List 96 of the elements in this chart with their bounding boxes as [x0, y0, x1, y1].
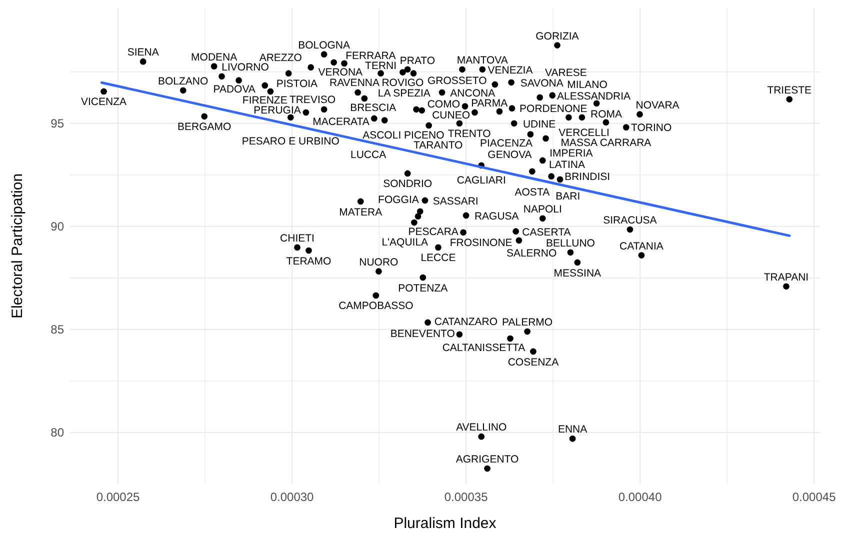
- annotation: TRIESTE: [767, 84, 812, 96]
- annotation: SONDRIO: [383, 178, 432, 190]
- annotation: CUNEO: [432, 109, 470, 122]
- annotation: UDINE: [522, 118, 556, 130]
- annotation: ROMA: [590, 108, 622, 121]
- annotation: BENEVENTO: [390, 328, 455, 340]
- annotation: CASERTA: [522, 226, 571, 238]
- y-tick-label: 85: [50, 322, 64, 337]
- annotation: POTENZA: [398, 282, 448, 294]
- annotation: CAGLIARI: [456, 174, 506, 186]
- annotation: MACERATA: [312, 116, 370, 128]
- annotation: TARANTO: [414, 140, 463, 152]
- y-tick-label: 80: [50, 426, 64, 440]
- annotation: LECCE: [420, 252, 456, 264]
- annotation: MATERA: [339, 206, 382, 218]
- annotation: COMO: [427, 98, 460, 110]
- annotation: ANCONA: [450, 87, 496, 100]
- annotation: PERUGIA: [254, 104, 301, 116]
- annotation: CAMPOBASSO: [338, 300, 414, 312]
- annotation: PARMA: [471, 98, 508, 110]
- annotation: RAVENNA: [330, 77, 380, 90]
- annotation: GROSSETO: [427, 74, 487, 87]
- annotation: TRENTO: [448, 128, 491, 140]
- annotation: PADOVA: [213, 83, 256, 96]
- annotation: CATANIA: [619, 240, 664, 252]
- annotation: TORINO: [631, 122, 672, 134]
- y-tick-label: 95: [50, 116, 64, 131]
- annotation: SIRACUSA: [603, 214, 657, 227]
- annotation: RAGUSA: [474, 210, 519, 222]
- annotation: ENNA: [558, 424, 588, 436]
- annotation: BERGAMO: [177, 121, 232, 134]
- annotation: NUORO: [359, 256, 398, 268]
- annotation: PIACENZA: [480, 138, 533, 150]
- annotation: LATINA: [548, 158, 585, 171]
- x-tick-label: 0.00035: [444, 490, 488, 504]
- annotation: LUCCA: [350, 148, 386, 161]
- annotation: BOLZANO: [158, 75, 208, 88]
- annotation: PRATO: [400, 54, 436, 67]
- annotation: VICENZA: [81, 96, 127, 108]
- annotation: AREZZO: [259, 52, 302, 64]
- annotation: PESCARA: [408, 226, 458, 238]
- annotation: BELLUNO: [546, 237, 595, 250]
- annotation: MANTOVA: [456, 54, 508, 66]
- annotation: PALERMO: [502, 316, 553, 329]
- annotation: IMPERIA: [550, 147, 593, 160]
- x-tick-label: 0.00030: [270, 490, 314, 504]
- annotation: VERONA: [318, 66, 363, 79]
- annotation: MILANO: [567, 78, 608, 91]
- annotation: BRINDISI: [564, 171, 610, 184]
- annotation: PESARO E URBINO: [242, 135, 340, 148]
- annotation: LIVORNO: [222, 62, 269, 74]
- annotation: ASCOLI PICENO: [362, 130, 444, 142]
- annotation: NAPOLI: [523, 203, 562, 216]
- annotation: BOLOGNA: [298, 39, 350, 52]
- annotation: NOVARA: [636, 99, 680, 112]
- annotation: CATANZARO: [434, 316, 498, 328]
- annotation: TERNI: [365, 60, 397, 72]
- annotation: PORDENONE: [520, 103, 588, 116]
- annotation: FIRENZE: [242, 94, 288, 106]
- x-tick-label: 0.00040: [618, 490, 662, 504]
- annotation: SAVONA: [520, 77, 564, 90]
- annotation: MESSINA: [554, 267, 602, 280]
- annotation: L'AQUILA: [382, 236, 428, 249]
- annotation: AOSTA: [514, 186, 550, 198]
- annotation: SASSARI: [432, 195, 478, 208]
- annotation: FERRARA: [346, 50, 396, 62]
- annotation: FROSINONE: [450, 237, 512, 250]
- annotation: AGRIGENTO: [456, 454, 519, 466]
- annotation: TRAPANI: [764, 271, 809, 284]
- annotation: MODENA: [191, 51, 238, 64]
- annotation: BRESCIA: [350, 102, 396, 114]
- annotation: GORIZIA: [536, 30, 579, 42]
- annotation: ROVIGO: [382, 77, 424, 90]
- y-axis-title: Electoral Participation: [9, 173, 26, 319]
- annotation: TERAMO: [286, 255, 332, 268]
- annotation: VARESE: [545, 67, 587, 80]
- y-tick-label: 90: [50, 220, 64, 234]
- annotation: COSENZA: [508, 356, 559, 368]
- x-tick-label: 0.00045: [792, 490, 836, 504]
- annotation: LA SPEZIA: [378, 88, 430, 100]
- annotation: BARI: [556, 190, 580, 203]
- annotation: CHIETI: [280, 232, 314, 244]
- annotation: TREVISO: [289, 94, 336, 106]
- annotation: ALESSANDRIA: [557, 90, 631, 102]
- annotation: GENOVA: [488, 149, 532, 162]
- annotation: PISTOIA: [276, 78, 318, 90]
- annotation: FOGGIA: [378, 194, 419, 206]
- annotation: VENEZIA: [488, 64, 533, 77]
- annotation: MASSA CARRARA: [560, 137, 652, 150]
- annotation: SIENA: [127, 46, 159, 59]
- annotation: VERCELLI: [558, 127, 610, 140]
- x-tick-label: 0.00025: [96, 490, 140, 504]
- x-axis-title: Pluralism Index: [394, 515, 497, 532]
- annotation: AVELLINO: [456, 422, 507, 434]
- annotation: SALERNO: [506, 247, 557, 260]
- annotation: CALTANISSETTA: [442, 342, 526, 354]
